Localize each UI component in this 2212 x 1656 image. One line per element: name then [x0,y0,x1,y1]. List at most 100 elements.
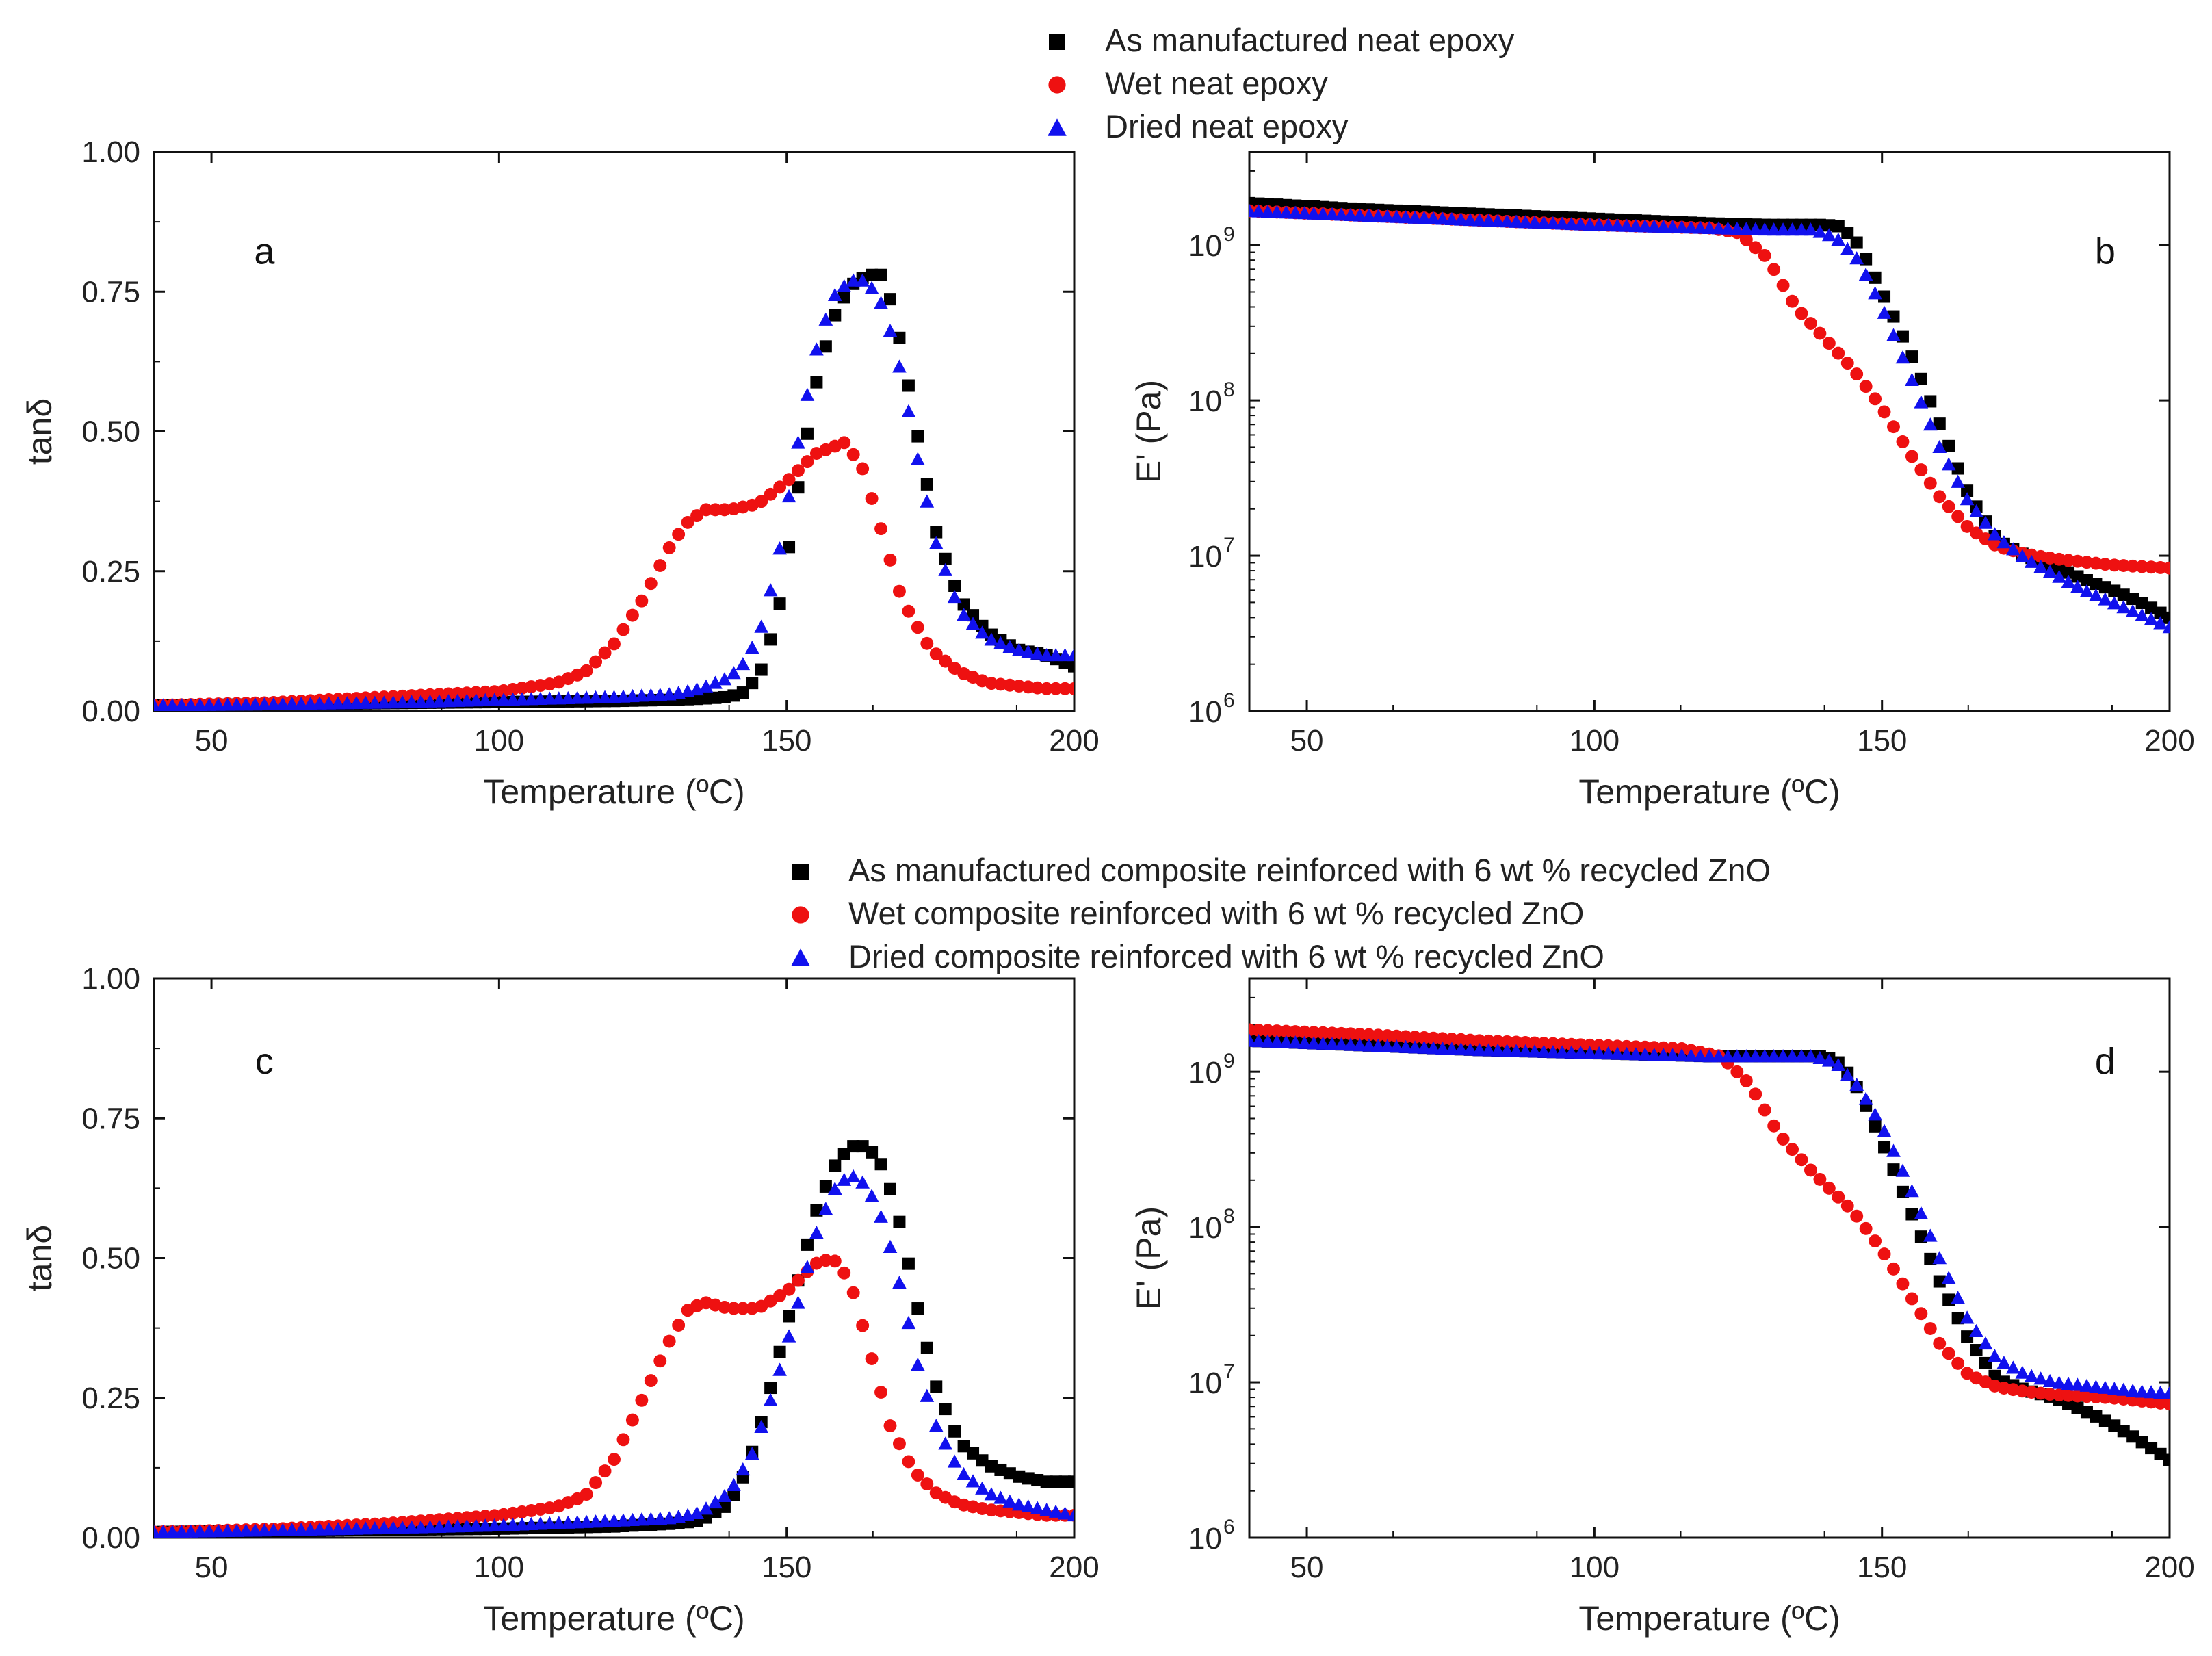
data-point [883,1419,897,1433]
legend-marker-square [1049,34,1065,50]
data-point [1638,219,1652,233]
data-point [911,452,925,465]
data-point [1905,372,1919,386]
data-point [1370,209,1385,222]
x-tick-label: 50 [1290,724,1324,758]
data-point [413,1520,428,1534]
data-point [1279,1024,1293,1038]
data-point [1730,1049,1745,1063]
data-point [1933,1336,1947,1350]
x-tick-label: 50 [195,724,229,758]
data-point [450,693,465,707]
data-point [1509,214,1524,228]
data-point [303,1522,317,1536]
data-point [1794,222,1809,236]
data-point [1270,1035,1284,1048]
data-point [1270,205,1284,218]
series-square [1249,1034,2170,1466]
data-point [1739,233,1753,246]
data-point [330,1522,346,1536]
data-point [884,293,896,306]
y-tick-label: 0.50 [81,415,140,449]
data-point [469,1510,483,1524]
data-point [681,515,694,529]
data-point [2154,561,2167,574]
data-point [570,1515,585,1529]
data-point [1730,221,1745,235]
data-point [993,1490,1008,1504]
data-point [1362,1038,1377,1052]
data-point [404,695,419,708]
data-point [2079,1378,2094,1392]
data-point [1068,660,1074,673]
data-point [965,1474,980,1488]
data-point [1325,1026,1339,1040]
data-point [864,281,879,294]
data-point [708,675,723,689]
data-point [608,1453,621,1466]
data-point [1408,1031,1422,1044]
data-point [423,694,437,708]
data-point [560,1515,575,1529]
data-point [1979,532,1992,545]
data-point [2163,611,2170,624]
data-point [1702,220,1717,235]
data-point [1592,1039,1606,1052]
data-point [1436,1032,1449,1046]
data-point [1629,1040,1643,1054]
data-point [727,1488,740,1501]
data-point [1601,218,1615,232]
data-point [294,1523,309,1536]
data-point [1067,1508,1074,1522]
data-point [1877,1247,1891,1261]
data-point [1757,1049,1772,1063]
y-tick-exponent: 9 [1223,223,1235,246]
data-point [1546,1044,1561,1059]
data-point [478,685,492,699]
data-point [340,696,354,710]
data-point [792,464,805,478]
data-point [229,697,244,711]
data-point [285,1523,300,1536]
data-point [322,1522,336,1536]
data-point [1822,337,1836,350]
data-point [754,1419,769,1434]
data-point [1279,1035,1294,1048]
data-point [2098,1380,2113,1394]
data-point [1067,682,1074,695]
data-point [2098,592,2113,606]
data-point [2061,574,2076,588]
data-point [874,268,887,281]
data-point [938,1436,953,1450]
data-point [690,1505,704,1520]
data-point [441,1512,455,1526]
data-point [1380,1039,1395,1052]
series-triangle [1249,1033,2170,1399]
data-point [579,1514,594,1528]
data-point [1647,1047,1662,1061]
y-axis-title: tanδ [21,1225,59,1291]
data-point [1628,218,1643,233]
data-point [939,1403,952,1416]
data-point [2071,1389,2084,1403]
data-point [764,1382,777,1395]
data-point [653,1354,667,1368]
data-point [1739,1074,1753,1087]
data-point [792,481,805,494]
data-point [1684,1048,1698,1062]
data-point [781,1329,796,1343]
data-point [1398,210,1413,224]
data-point [1813,1172,1827,1186]
y-tick-exponent: 7 [1223,534,1235,556]
data-point [1868,286,1882,300]
data-point [1933,417,1946,430]
data-point [984,1487,999,1501]
data-point [1748,1049,1763,1063]
data-point [911,1302,924,1315]
data-point [634,688,649,702]
data-point [902,379,915,392]
data-point [772,1362,787,1376]
data-point [285,697,300,710]
data-point [1610,1046,1625,1060]
